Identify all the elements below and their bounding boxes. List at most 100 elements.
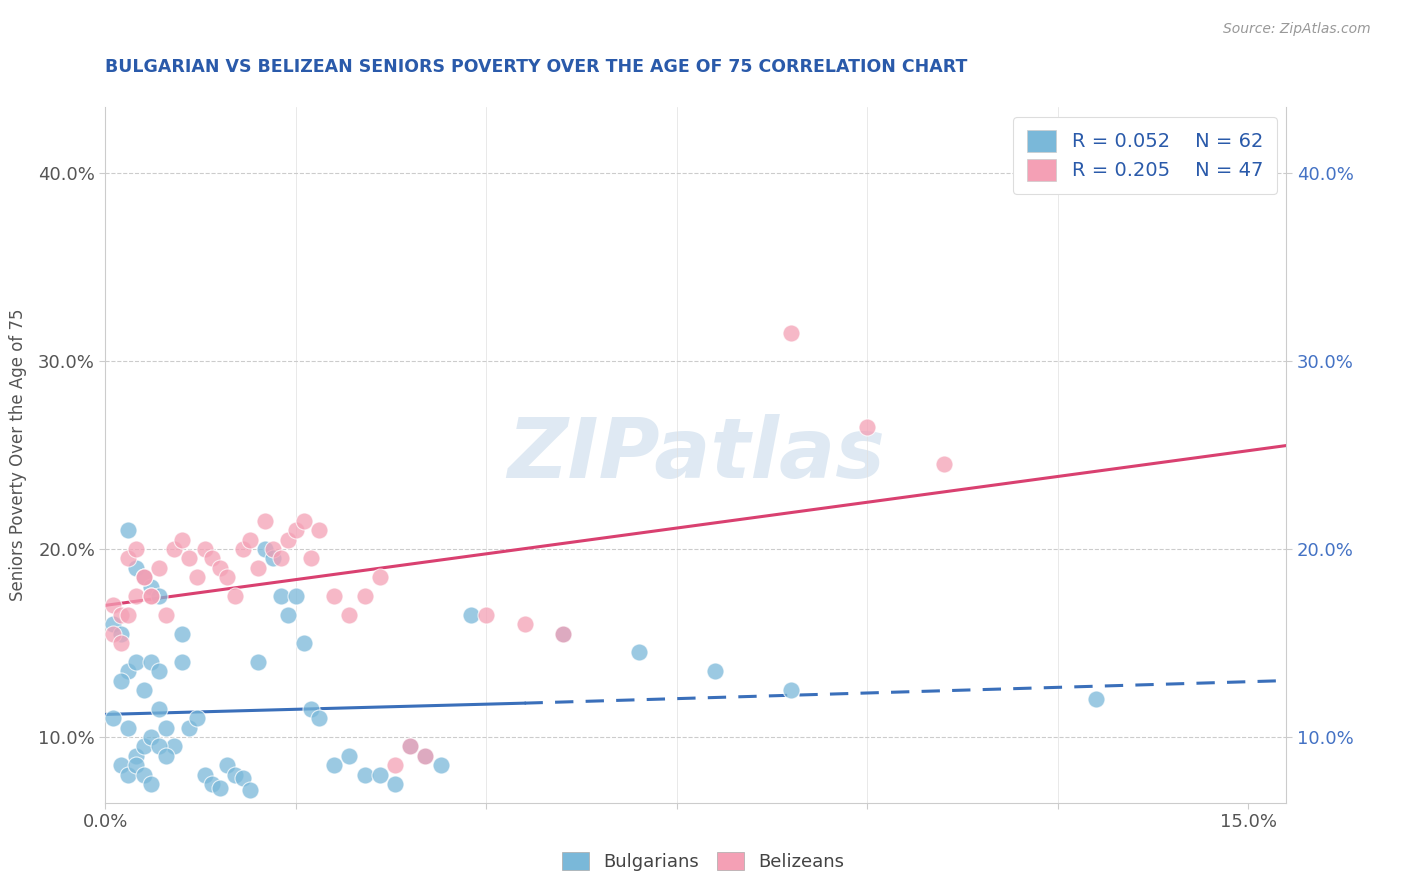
- Point: [110, 673, 132, 688]
- Point: [780, 683, 803, 698]
- Point: [277, 607, 299, 622]
- Point: [155, 721, 177, 735]
- Point: [132, 570, 155, 584]
- Point: [551, 626, 574, 640]
- Point: [246, 655, 269, 669]
- Point: [148, 739, 170, 754]
- Point: [117, 664, 139, 678]
- Point: [141, 589, 163, 603]
- Text: ZIPatlas: ZIPatlas: [508, 415, 884, 495]
- Point: [299, 702, 322, 716]
- Point: [170, 626, 193, 640]
- Point: [110, 636, 132, 650]
- Legend: R = 0.052    N = 62, R = 0.205    N = 47: R = 0.052 N = 62, R = 0.205 N = 47: [1014, 117, 1277, 194]
- Point: [141, 580, 163, 594]
- Point: [292, 514, 315, 528]
- Point: [284, 523, 307, 537]
- Point: [110, 758, 132, 772]
- Point: [217, 758, 239, 772]
- Point: [201, 551, 224, 566]
- Point: [932, 458, 955, 472]
- Point: [627, 645, 650, 659]
- Point: [110, 607, 132, 622]
- Point: [513, 617, 536, 632]
- Point: [277, 533, 299, 547]
- Point: [141, 730, 163, 744]
- Point: [141, 777, 163, 791]
- Point: [704, 664, 727, 678]
- Point: [299, 551, 322, 566]
- Point: [148, 589, 170, 603]
- Point: [101, 626, 124, 640]
- Point: [368, 767, 391, 781]
- Point: [141, 589, 163, 603]
- Point: [262, 541, 284, 556]
- Point: [155, 607, 177, 622]
- Point: [856, 419, 879, 434]
- Point: [110, 626, 132, 640]
- Point: [270, 551, 292, 566]
- Point: [254, 514, 277, 528]
- Point: [148, 560, 170, 574]
- Point: [186, 570, 208, 584]
- Point: [179, 721, 201, 735]
- Point: [337, 607, 360, 622]
- Point: [224, 767, 246, 781]
- Point: [460, 607, 482, 622]
- Point: [163, 541, 186, 556]
- Point: [323, 758, 346, 772]
- Point: [148, 664, 170, 678]
- Point: [551, 626, 574, 640]
- Point: [239, 533, 262, 547]
- Point: [132, 683, 155, 698]
- Point: [415, 748, 437, 763]
- Point: [429, 758, 451, 772]
- Y-axis label: Seniors Poverty Over the Age of 75: Seniors Poverty Over the Age of 75: [8, 309, 27, 601]
- Point: [117, 523, 139, 537]
- Point: [208, 780, 231, 795]
- Point: [132, 570, 155, 584]
- Point: [125, 541, 148, 556]
- Point: [353, 767, 375, 781]
- Point: [117, 551, 139, 566]
- Legend: Bulgarians, Belizeans: Bulgarians, Belizeans: [554, 845, 852, 879]
- Point: [368, 570, 391, 584]
- Point: [254, 541, 277, 556]
- Point: [308, 523, 330, 537]
- Point: [101, 599, 124, 613]
- Point: [125, 655, 148, 669]
- Point: [232, 541, 254, 556]
- Point: [155, 748, 177, 763]
- Point: [148, 702, 170, 716]
- Point: [353, 589, 375, 603]
- Point: [179, 551, 201, 566]
- Point: [292, 636, 315, 650]
- Point: [208, 560, 231, 574]
- Point: [308, 711, 330, 725]
- Point: [117, 721, 139, 735]
- Point: [232, 772, 254, 786]
- Point: [323, 589, 346, 603]
- Point: [337, 748, 360, 763]
- Point: [132, 570, 155, 584]
- Point: [193, 541, 215, 556]
- Point: [1085, 692, 1108, 706]
- Point: [384, 777, 406, 791]
- Point: [399, 739, 422, 754]
- Point: [101, 617, 124, 632]
- Point: [132, 739, 155, 754]
- Point: [217, 570, 239, 584]
- Point: [201, 777, 224, 791]
- Point: [125, 589, 148, 603]
- Point: [193, 767, 215, 781]
- Point: [384, 758, 406, 772]
- Point: [780, 326, 803, 340]
- Point: [117, 607, 139, 622]
- Point: [125, 560, 148, 574]
- Point: [125, 758, 148, 772]
- Point: [270, 589, 292, 603]
- Point: [246, 560, 269, 574]
- Point: [170, 655, 193, 669]
- Point: [125, 748, 148, 763]
- Point: [117, 767, 139, 781]
